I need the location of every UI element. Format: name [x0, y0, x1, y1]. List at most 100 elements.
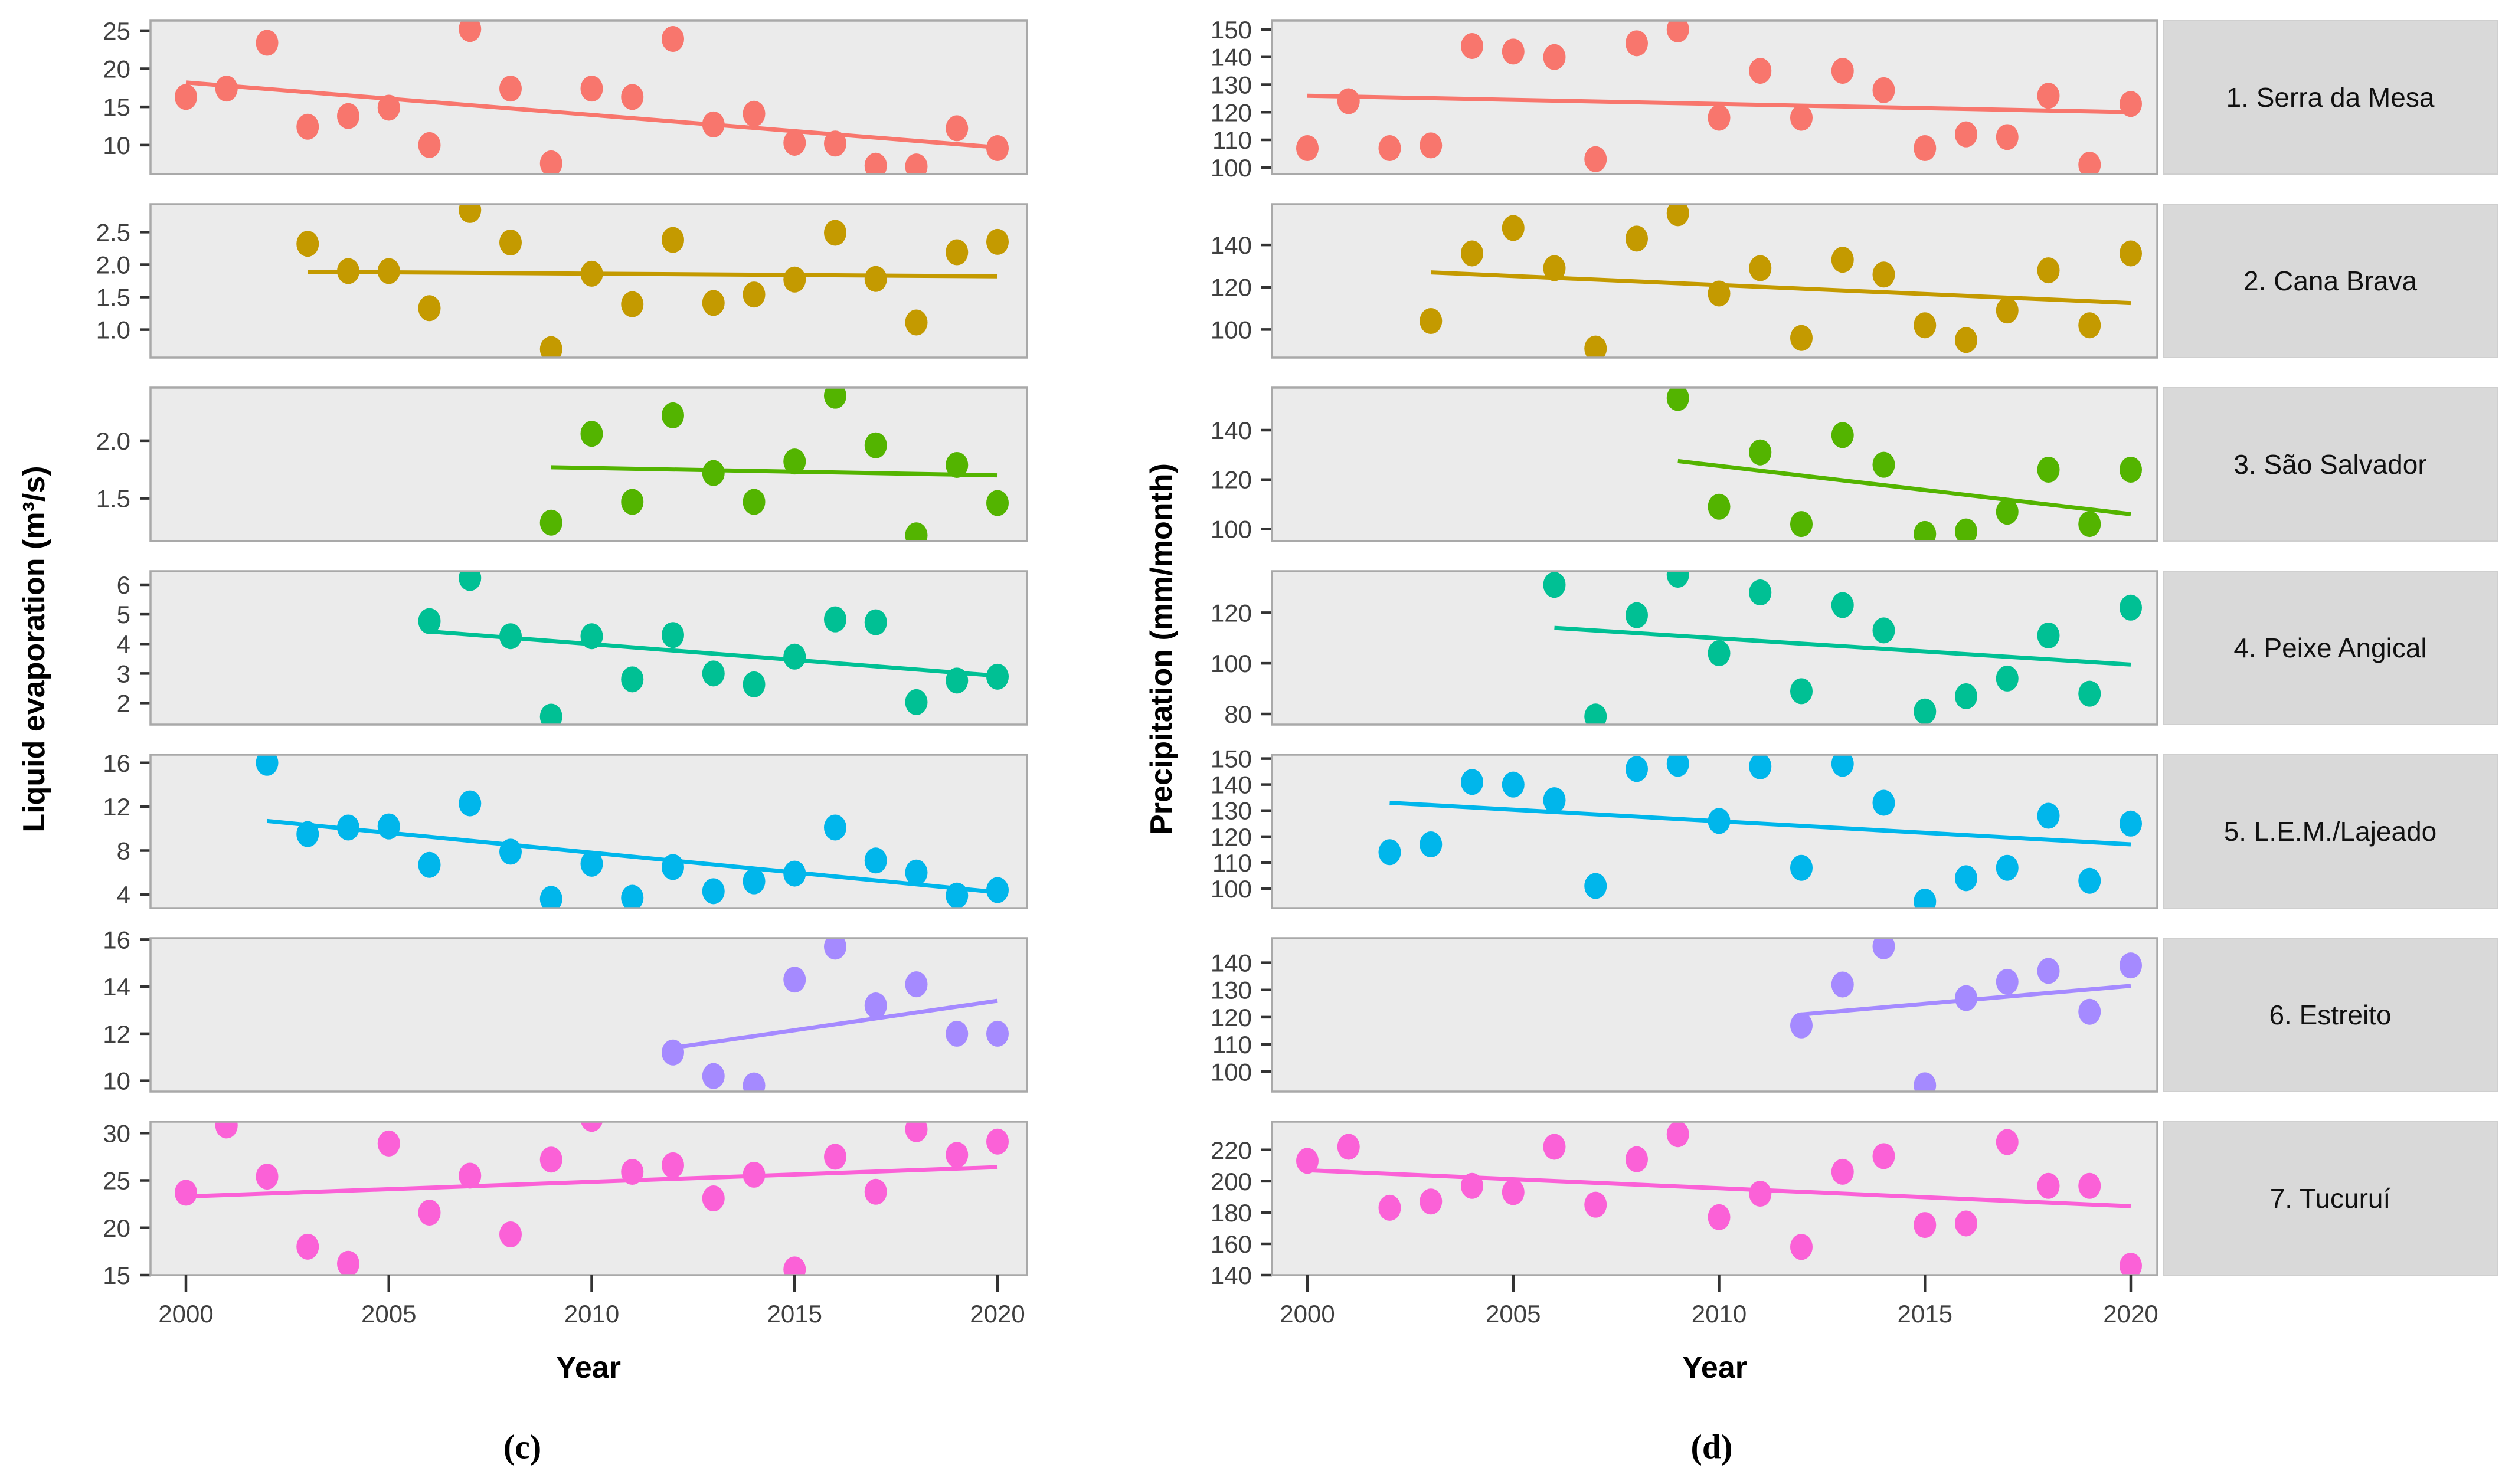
data-point: [621, 666, 644, 693]
data-point: [1914, 1072, 1937, 1092]
y-tick-label: 4: [117, 881, 130, 909]
data-point: [1872, 789, 1895, 816]
data-point: [2037, 83, 2060, 109]
facet-strip-label: 6. Estreito: [2269, 1000, 2391, 1030]
data-point: [824, 130, 846, 157]
data-point: [580, 260, 603, 287]
data-point: [1708, 493, 1731, 520]
y-tick-label: 160: [1211, 1230, 1252, 1258]
data-point: [1831, 58, 1854, 84]
data-point: [418, 132, 441, 158]
data-point: [946, 667, 969, 694]
data-point: [1955, 327, 1977, 353]
data-point: [539, 509, 562, 536]
x-tick-label: 2010: [1692, 1300, 1747, 1328]
data-point: [418, 608, 441, 634]
data-point: [1378, 135, 1401, 162]
y-tick-label: 150: [1211, 745, 1252, 773]
data-point: [377, 813, 400, 840]
facet-strip: [2163, 754, 2498, 909]
data-point: [946, 115, 969, 142]
data-point: [1914, 888, 1937, 908]
facet-strip-label: 3. São Salvador: [2233, 449, 2426, 480]
facet-strip: [2163, 20, 2498, 175]
data-point: [824, 606, 846, 633]
data-point: [256, 30, 279, 56]
data-point: [662, 26, 684, 53]
data-point: [1831, 971, 1854, 998]
data-point: [702, 1063, 725, 1089]
x-axis-title-left: Year: [556, 1351, 621, 1385]
data-point: [1790, 104, 1813, 131]
y-axis-title-evaporation: Liquid evaporation (m³/s): [17, 466, 51, 833]
y-tick-label: 110: [1212, 1031, 1252, 1059]
data-point: [662, 227, 684, 253]
data-point: [662, 402, 684, 428]
x-tick-label: 2020: [970, 1300, 1025, 1328]
x-tick-label: 2010: [564, 1300, 619, 1328]
data-point: [499, 76, 522, 102]
data-point: [539, 336, 562, 358]
data-point: [1955, 683, 1977, 709]
panel-border: [149, 570, 1028, 726]
data-point: [824, 814, 846, 841]
facet-strip-label: 7. Tucuruí: [2270, 1183, 2391, 1214]
y-tick-label: 2: [117, 689, 130, 717]
panel-border: [149, 203, 1028, 359]
x-tick-label: 2015: [1898, 1300, 1952, 1328]
data-point: [946, 1020, 969, 1047]
data-point: [1626, 225, 1648, 252]
data-point: [905, 309, 928, 336]
y-tick-label: 130: [1211, 977, 1252, 1004]
x-tick-label: 2015: [767, 1300, 822, 1328]
data-point: [986, 877, 1009, 903]
x-tick-label: 2005: [361, 1300, 416, 1328]
data-point: [1666, 755, 1689, 777]
data-point: [743, 100, 766, 127]
data-point: [1626, 602, 1648, 628]
facet-strip-label: 5. L.E.M./Lajeado: [2224, 816, 2437, 847]
data-point: [499, 623, 522, 650]
data-point: [946, 239, 969, 266]
data-point: [215, 1122, 238, 1139]
data-point: [743, 281, 766, 308]
data-point: [2120, 91, 2142, 117]
y-tick-label: 8: [117, 837, 130, 865]
facet-strip: [2163, 571, 2498, 725]
data-point: [621, 1159, 644, 1185]
y-tick-label: 140: [1211, 771, 1252, 799]
data-point: [1914, 312, 1937, 339]
data-point: [824, 938, 846, 960]
data-point: [2037, 622, 2060, 648]
data-point: [1708, 640, 1731, 667]
y-tick-label: 100: [1211, 875, 1252, 903]
data-point: [986, 1020, 1009, 1047]
data-point: [1666, 1122, 1689, 1148]
data-point: [905, 153, 928, 174]
facet-strip: [2163, 1121, 2498, 1276]
data-point: [1749, 579, 1772, 606]
trend-line: [1554, 625, 2131, 667]
data-point: [864, 992, 887, 1019]
data-point: [986, 1128, 1009, 1155]
data-point: [1996, 665, 2019, 692]
data-point: [702, 111, 725, 137]
data-point: [621, 291, 644, 317]
data-point: [296, 231, 319, 257]
data-point: [1296, 135, 1319, 162]
data-point: [459, 1162, 482, 1189]
data-point: [905, 971, 928, 998]
data-point: [1626, 30, 1648, 57]
data-point: [1584, 1191, 1607, 1218]
data-point: [702, 878, 725, 905]
data-point: [2037, 1172, 2060, 1199]
data-point: [824, 388, 846, 409]
data-point: [1584, 703, 1607, 725]
data-point: [864, 609, 887, 635]
data-point: [1872, 451, 1895, 478]
data-point: [783, 129, 806, 156]
data-point: [1502, 38, 1525, 65]
data-point: [2120, 457, 2142, 483]
data-point: [418, 1200, 441, 1226]
